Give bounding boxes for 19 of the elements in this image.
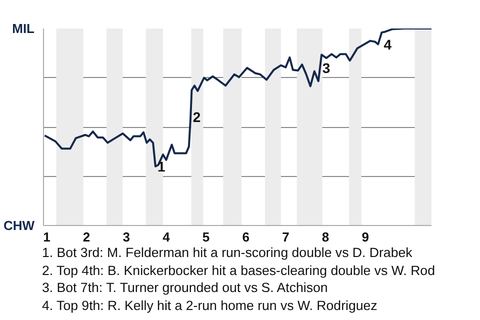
text: CHW <box>3 218 36 233</box>
text: 1. Bot 3rd: M. Felderman hit a run-scoring double vs D. Drabek <box>42 245 412 260</box>
x-tick-label: 9 <box>362 230 369 244</box>
annotation: 3 <box>322 60 330 76</box>
x-tick-label: 6 <box>242 230 250 244</box>
text: MIL <box>12 21 35 36</box>
x-tick-label: 8 <box>322 230 330 244</box>
x-tick-label: 5 <box>202 230 210 244</box>
x-tick-label: 1 <box>43 230 50 244</box>
annotation: 1 <box>157 158 166 174</box>
annotation: 2 <box>192 109 201 126</box>
text: 2. Top 4th: B. Knickerbocker hit a bases-clearing double vs W. Rod <box>42 262 435 278</box>
annotation: 4 <box>384 36 392 52</box>
x-tick-label: 2 <box>82 230 90 244</box>
x-tick-label: 7 <box>282 230 290 244</box>
x-tick-label: 4 <box>162 230 171 244</box>
x-tick-label: 3 <box>122 230 130 244</box>
text: 4. Top 9th: R. Kelly hit a 2-run home run vs W. Rodriguez <box>42 298 378 312</box>
text: 3. Bot 7th: T. Turner grounded out vs S. Atchison <box>42 280 328 295</box>
